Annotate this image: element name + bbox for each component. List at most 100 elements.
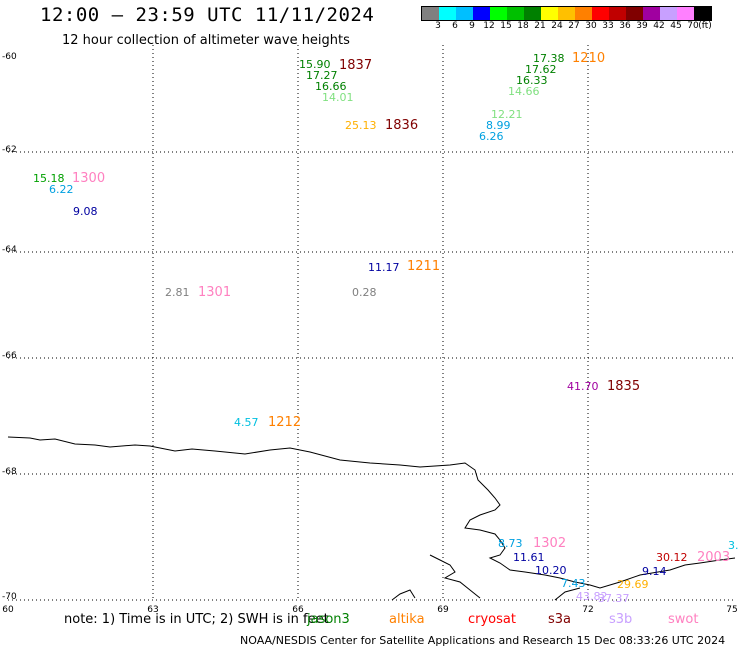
legend-swatch [422,7,439,20]
wave-height-label: 37.37 [598,592,630,605]
wave-height-label: 41.70 [567,380,599,393]
legend-swatch [456,7,473,20]
lat-label-60: -60 [2,52,17,62]
legend-tick-label: 42 [653,21,665,31]
satellite-legend-entry: swot [668,612,699,627]
legend-tick-label: 3 [435,21,441,31]
lat-label-68: -68 [2,467,17,477]
legend-tick-label: 70 [687,21,699,31]
lat-label-62: -62 [2,145,17,155]
satellite-legend-entry: altika [389,612,425,627]
satellite-legend-entry: cryosat [468,612,516,627]
wave-height-label: 6.26 [479,130,504,143]
legend-tick-label: 12 [483,21,495,31]
wave-height-label: 8.99 [486,119,511,132]
wave-height-label: 4.57 [234,416,259,429]
wave-height-label: 2.81 [165,286,190,299]
legend-swatch [660,7,677,20]
wave-height-label: 11.61 [513,551,545,564]
legend-tick-label: 36 [619,21,631,31]
legend-swatch [592,7,609,20]
legend-tick-label: 9 [469,21,475,31]
legend-swatch [609,7,626,20]
legend-swatch [643,7,660,20]
wave-height-label: 6.22 [49,183,74,196]
map-subtitle: 12 hour collection of altimeter wave hei… [62,33,350,48]
legend-swatch [473,7,490,20]
pass-time-label: 1836 [385,118,419,133]
wave-height-label: 17.62 [525,63,557,76]
wave-height-label: 9.14 [642,565,667,578]
wave-height-label: 15.18 [33,172,65,185]
lon-label-63: 63 [147,605,159,615]
graticule [8,45,735,601]
pass-time-label: 1300 [72,171,106,186]
legend-swatch [524,7,541,20]
pass-time-label: 1211 [407,259,441,274]
pass-time-label: 1210 [572,51,606,66]
wave-height-label: 11.17 [368,261,400,274]
legend-swatch [541,7,558,20]
color-scale-legend [421,6,712,21]
lat-label-70: -70 [2,592,17,602]
legend-swatch [575,7,592,20]
lon-label-69: 69 [437,605,449,615]
coast-fragment-2 [554,587,581,601]
legend-tick-label: 6 [452,21,458,31]
pass-time-label: 1301 [198,285,232,300]
legend-tick-label: 24 [551,21,563,31]
legend-tick-label: 15 [500,21,512,31]
credit-line: NOAA/NESDIS Center for Satellite Applica… [240,634,726,647]
legend-tick-label: 30 [585,21,597,31]
legend-tick-label: 45 [670,21,682,31]
pass-time-label: 2003 [697,550,731,565]
wave-height-label: 0.28 [352,286,377,299]
legend-tick-label: 33 [602,21,614,31]
legend-swatch [694,7,711,20]
coast-fragment [391,589,416,601]
wave-height-label: 16.33 [516,74,548,87]
wave-height-label: 12.21 [491,108,523,121]
satellite-legend-entry: s3a [548,612,572,627]
wave-height-label: 7.43 [561,577,586,590]
wave-height-label: 10.20 [535,564,567,577]
wave-height-label: 29.69 [617,578,649,591]
lon-label-66: 66 [292,605,304,615]
lat-label-64: -64 [2,245,17,255]
legend-tick-label: 21 [534,21,546,31]
wave-height-label: 17.38 [533,52,565,65]
lon-label-72: 72 [582,605,594,615]
pass-time-label: 1837 [339,58,373,73]
wave-height-label: 43.82 [576,590,608,603]
wave-height-label: 30.12 [656,551,688,564]
legend-tick-label: 18 [517,21,529,31]
legend-swatch [677,7,694,20]
legend-tick-label: (ft) [698,21,712,31]
wave-height-label: 15.90 [299,58,331,71]
wave-height-label: 17.27 [306,69,338,82]
wave-height-label: 8.73 [498,537,523,550]
wave-height-label: 14.66 [508,85,540,98]
wave-height-label: 16.66 [315,80,347,93]
legend-swatch [490,7,507,20]
wave-height-label: 3. [728,539,739,552]
coastline [7,436,736,601]
legend-tick-label: 39 [636,21,648,31]
legend-swatch [558,7,575,20]
lon-label-75: 75 [726,605,738,615]
footer-note: note: 1) Time is in UTC; 2) SWH is in fe… [64,612,329,627]
pass-time-label: 1835 [607,379,641,394]
pass-time-label: 1212 [268,415,302,430]
inlet-coast [429,554,481,599]
legend-swatch [439,7,456,20]
wave-height-label: 25.13 [345,119,377,132]
wave-height-label: 14.01 [322,91,354,104]
antarctic-coast [7,436,736,589]
lat-label-66: -66 [2,351,17,361]
satellite-legend-entry: jason3 [307,612,350,627]
legend-tick-label: 27 [568,21,580,31]
pass-time-label: 1302 [533,536,567,551]
legend-swatch [507,7,524,20]
wave-height-label: 9.08 [73,205,98,218]
